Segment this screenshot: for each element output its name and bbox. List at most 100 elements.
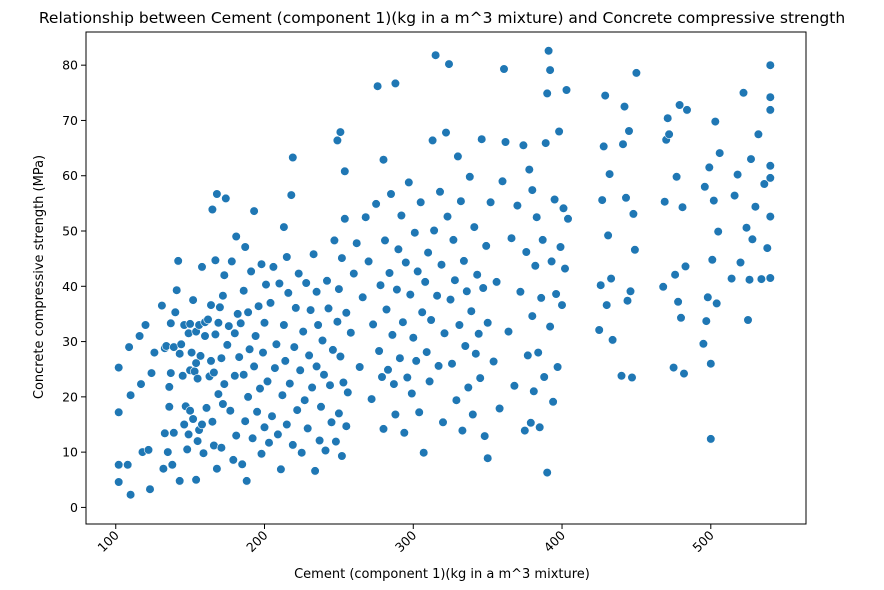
data-point (337, 451, 347, 461)
data-point (185, 406, 195, 416)
y-axis-label: Concrete compressive strength (MPa) (32, 155, 47, 399)
data-point (295, 365, 305, 375)
data-point (166, 368, 176, 378)
data-point (411, 356, 421, 366)
data-point (228, 455, 238, 465)
data-point (282, 252, 292, 262)
data-point (712, 298, 722, 309)
data-point (346, 328, 356, 338)
data-point (506, 233, 517, 243)
data-point (413, 266, 423, 277)
data-point (710, 116, 720, 127)
data-point (558, 203, 569, 213)
data-point (750, 202, 761, 212)
data-point (735, 257, 746, 268)
data-point (503, 327, 514, 337)
data-point (541, 138, 551, 148)
data-point (234, 352, 244, 362)
data-point (707, 255, 717, 265)
data-point (445, 295, 456, 305)
data-point (616, 371, 627, 381)
data-point (170, 307, 180, 317)
data-point (222, 340, 232, 350)
data-point (732, 170, 743, 180)
data-point (135, 331, 145, 341)
data-point (549, 194, 560, 205)
data-point (469, 222, 479, 232)
data-point (349, 269, 359, 279)
data-point (738, 88, 749, 98)
data-point (509, 381, 520, 391)
data-point (286, 190, 296, 200)
data-point (680, 261, 691, 272)
data-point (292, 405, 302, 415)
data-point (726, 274, 737, 284)
data-point (524, 165, 534, 175)
data-point (233, 309, 243, 319)
data-point (176, 339, 186, 349)
data-point (762, 243, 772, 253)
data-point (201, 403, 212, 413)
data-point (423, 248, 433, 258)
data-point (759, 179, 769, 189)
data-point (396, 210, 407, 221)
data-point (265, 298, 276, 308)
data-point (451, 395, 462, 405)
data-point (126, 390, 136, 400)
data-point (431, 50, 441, 60)
data-point (402, 372, 412, 383)
data-point (529, 386, 539, 396)
data-point (523, 350, 533, 361)
data-point (619, 101, 630, 112)
data-point (282, 419, 292, 430)
data-point (405, 290, 415, 300)
data-point (298, 327, 308, 337)
data-point (173, 256, 183, 266)
data-point (416, 197, 426, 207)
data-point (212, 189, 222, 199)
chart-title: Relationship between Cement (component 1… (39, 9, 845, 27)
data-point (291, 303, 301, 313)
data-point (216, 353, 226, 363)
data-point (334, 408, 344, 419)
data-point (630, 245, 640, 255)
data-point (326, 417, 337, 427)
data-point (197, 419, 207, 430)
data-point (216, 443, 226, 453)
data-point (303, 423, 313, 434)
data-point (743, 315, 753, 325)
data-point (480, 431, 490, 441)
data-point (399, 428, 409, 438)
data-point (602, 300, 612, 310)
data-point (309, 249, 319, 259)
data-point (288, 152, 298, 163)
data-point (535, 422, 545, 432)
data-point (213, 318, 223, 328)
data-point (729, 191, 740, 201)
data-point (277, 390, 288, 400)
data-point (671, 172, 682, 182)
data-point (355, 362, 365, 372)
data-point (136, 379, 146, 389)
data-point (124, 342, 134, 352)
data-point (341, 308, 351, 318)
y-tick-label: 20 (62, 389, 78, 404)
data-point (499, 64, 509, 74)
data-point (179, 419, 189, 430)
data-point (206, 356, 216, 366)
data-point (378, 155, 389, 165)
data-point (193, 374, 203, 384)
data-point (438, 417, 448, 427)
data-point (300, 395, 310, 405)
data-point (373, 81, 383, 91)
data-point (425, 376, 435, 387)
data-point (280, 356, 290, 366)
data-point (670, 270, 680, 280)
x-axis-label: Cement (component 1)(kg in a m^3 mixture… (294, 567, 590, 582)
data-point (526, 418, 536, 428)
data-point (765, 92, 775, 102)
data-point (185, 319, 195, 329)
data-point (472, 270, 482, 280)
data-point (126, 490, 136, 500)
